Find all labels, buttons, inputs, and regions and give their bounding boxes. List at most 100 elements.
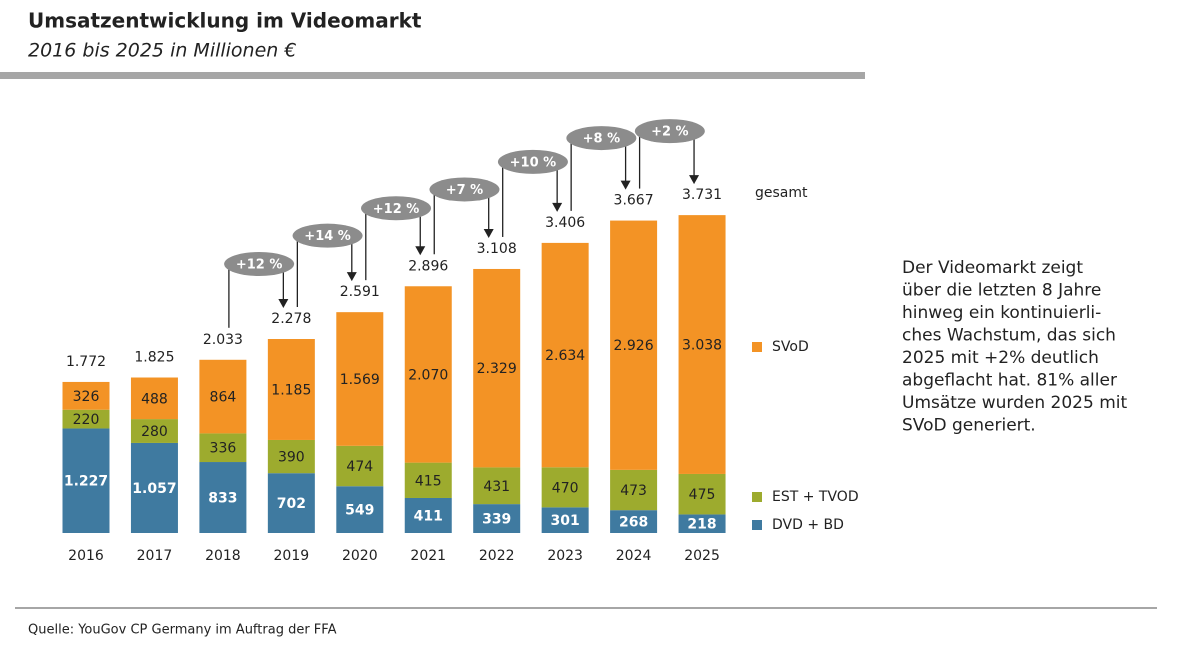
data-label: 218 — [687, 517, 716, 533]
data-label: 268 — [619, 515, 648, 531]
data-label: 475 — [689, 487, 716, 503]
data-label: 1.185 — [271, 382, 311, 398]
bar-segment — [404, 497, 452, 533]
x-tick-label: 2016 — [68, 548, 104, 564]
data-label: 470 — [552, 480, 579, 496]
bar-segment — [610, 510, 658, 533]
note-line: Umsätze wurden 2025 mit — [902, 393, 1127, 413]
bar-segment — [336, 445, 384, 487]
data-label: 474 — [346, 459, 373, 475]
bar-segment — [404, 462, 452, 498]
data-label: 864 — [210, 390, 237, 406]
data-label: 415 — [415, 473, 442, 489]
growth-arrowhead — [552, 202, 563, 212]
data-label: 390 — [278, 450, 305, 466]
growth-arrowhead — [483, 228, 494, 238]
data-label: 1.057 — [132, 481, 176, 497]
bar-segment — [267, 473, 315, 533]
bar-segment — [336, 312, 384, 446]
growth-arrowhead — [620, 180, 631, 190]
bar-segment — [610, 220, 658, 470]
data-label: 2.926 — [614, 338, 654, 354]
bar-segment — [678, 473, 726, 515]
total-label: 3.667 — [614, 193, 654, 209]
data-label: 431 — [483, 479, 510, 495]
bar-segment — [62, 428, 110, 533]
note-line: abgeflacht hat. 81% aller — [902, 371, 1117, 391]
data-label: 220 — [73, 412, 100, 428]
bar-segment — [541, 467, 589, 508]
growth-label: +2 % — [651, 125, 689, 140]
data-label: 549 — [345, 503, 374, 519]
bar-segment — [62, 381, 110, 410]
data-label: 339 — [482, 512, 511, 528]
bar-segment — [267, 338, 315, 440]
bar-segment — [541, 242, 589, 468]
totals-label: gesamt — [755, 185, 808, 201]
growth-bubble — [634, 119, 705, 144]
total-label: 3.406 — [545, 215, 585, 231]
growth-label: +12 % — [373, 202, 420, 217]
data-label: 488 — [141, 391, 168, 407]
x-tick-label: 2017 — [137, 548, 173, 564]
bar-segment — [678, 514, 726, 533]
growth-bubble — [429, 177, 500, 202]
note-line: über die letzten 8 Jahre — [902, 281, 1101, 301]
data-label: 473 — [620, 483, 647, 499]
data-label: 1.227 — [64, 474, 108, 490]
bar-segment — [404, 286, 452, 463]
bar-segment — [130, 442, 178, 533]
legend-label: EST + TVOD — [772, 489, 859, 505]
growth-bubble — [497, 149, 568, 174]
note-line: 2025 mit +2% deutlich — [902, 348, 1099, 368]
growth-label: +12 % — [236, 257, 283, 272]
bar-segment — [267, 439, 315, 474]
x-tick-label: 2023 — [547, 548, 583, 564]
growth-bubble — [224, 251, 295, 276]
growth-bubble — [566, 126, 637, 151]
note-line: SVoD generiert. — [902, 416, 1036, 436]
total-label: 3.731 — [682, 187, 722, 203]
note-line: hinweg ein kontinuierli- — [902, 303, 1101, 323]
total-label: 1.825 — [134, 350, 174, 366]
chart-title: Umsatzentwicklung im Videomarkt — [28, 9, 422, 33]
bar-segment — [130, 377, 178, 420]
data-label: 2.634 — [545, 348, 585, 364]
x-tick-label: 2018 — [205, 548, 241, 564]
total-label: 2.896 — [408, 258, 448, 274]
x-tick-label: 2020 — [342, 548, 378, 564]
total-label: 2.033 — [203, 332, 243, 348]
data-label: 301 — [551, 513, 580, 529]
header-rule — [0, 72, 865, 79]
bar-segment — [473, 467, 521, 505]
bar-segment — [610, 469, 658, 511]
data-label: 833 — [208, 491, 237, 507]
x-tick-label: 2024 — [616, 548, 652, 564]
bar-segment — [199, 359, 247, 434]
data-label: 1.569 — [340, 372, 380, 388]
bar-segment — [62, 409, 110, 429]
bar-segment — [130, 419, 178, 443]
bar-segment — [199, 462, 247, 533]
growth-label: +8 % — [583, 132, 621, 147]
data-label: 2.070 — [408, 367, 448, 383]
legend-swatch — [752, 492, 762, 502]
chart-subtitle: 2016 bis 2025 in Millionen € — [28, 40, 296, 62]
note-line: ches Wachstum, das sich — [902, 326, 1116, 346]
x-tick-label: 2022 — [479, 548, 515, 564]
total-label: 3.108 — [477, 241, 517, 257]
data-label: 411 — [414, 508, 443, 524]
legend-swatch — [752, 520, 762, 530]
bar-segment — [541, 507, 589, 533]
data-label: 3.038 — [682, 338, 722, 354]
growth-arrowhead — [415, 246, 426, 256]
data-label: 2.329 — [477, 361, 517, 377]
x-tick-label: 2025 — [684, 548, 720, 564]
legend-label: DVD + BD — [772, 517, 844, 533]
bar-segment — [336, 486, 384, 533]
growth-arrowhead — [689, 175, 700, 185]
total-label: 1.772 — [66, 354, 106, 370]
legend-swatch — [752, 342, 762, 352]
bar-segment — [473, 268, 521, 468]
